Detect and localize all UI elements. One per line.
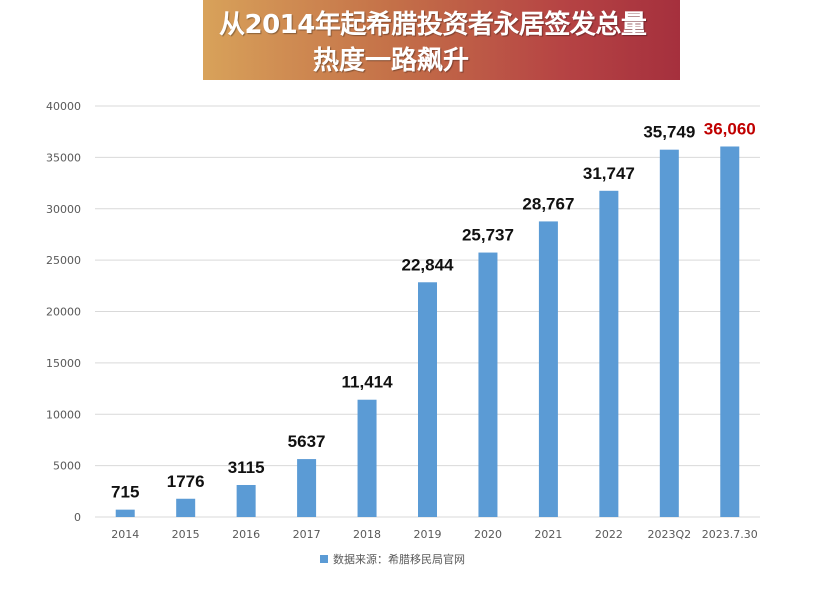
y-tick-label: 35000: [46, 151, 81, 164]
y-tick-label: 25000: [46, 254, 81, 267]
bar: [599, 190, 619, 518]
bar: [418, 282, 437, 517]
y-tick-label: 30000: [46, 203, 81, 216]
y-tick-label: 40000: [46, 100, 81, 113]
chart-title: 从2014年起希腊投资者永居签发总量: [219, 10, 647, 40]
data-label: 28,767: [522, 194, 574, 213]
y-tick-label: 10000: [46, 408, 81, 421]
data-label: 36,060: [704, 119, 756, 138]
data-label: 11,414: [342, 373, 394, 392]
bar: [720, 146, 740, 517]
y-tick-label: 0: [74, 511, 81, 524]
x-tick-label: 2016: [232, 528, 260, 541]
legend-label: 数据来源：希腊移民局官网: [333, 552, 465, 566]
bar: [236, 484, 256, 517]
y-tick-label: 5000: [53, 460, 81, 473]
chart-subtitle: 热度一路飙升: [313, 46, 470, 76]
bar: [297, 459, 317, 517]
x-tick-label: 2019: [414, 528, 442, 541]
x-tick-label: 2021: [534, 528, 562, 541]
data-label: 1776: [167, 472, 205, 491]
data-label: 25,737: [462, 226, 514, 245]
data-label: 3115: [228, 458, 265, 477]
data-label: 35,749: [643, 123, 695, 142]
bar: [659, 149, 679, 518]
data-label: 715: [111, 483, 139, 502]
x-tick-label: 2014: [111, 528, 139, 541]
data-label: 22,844: [402, 255, 455, 274]
x-tick-label: 2023.7.30: [702, 528, 758, 541]
title-banner: 从2014年起希腊投资者永居签发总量 热度一路飙升: [203, 0, 680, 80]
y-tick-label: 20000: [46, 306, 81, 319]
legend-swatch: [320, 555, 328, 563]
bar: [176, 498, 196, 517]
x-tick-label: 2022: [595, 528, 623, 541]
bar: [478, 252, 498, 518]
bar: [115, 509, 135, 517]
bar: [357, 399, 377, 517]
x-tick-label: 2020: [474, 528, 502, 541]
x-tick-label: 2015: [172, 528, 200, 541]
y-tick-label: 15000: [46, 357, 81, 370]
x-tick-label: 2018: [353, 528, 381, 541]
data-label: 5637: [288, 432, 326, 451]
data-label: 31,747: [583, 164, 635, 183]
bar: [538, 221, 558, 517]
x-tick-label: 2017: [293, 528, 321, 541]
x-tick-label: 2023Q2: [647, 528, 691, 541]
